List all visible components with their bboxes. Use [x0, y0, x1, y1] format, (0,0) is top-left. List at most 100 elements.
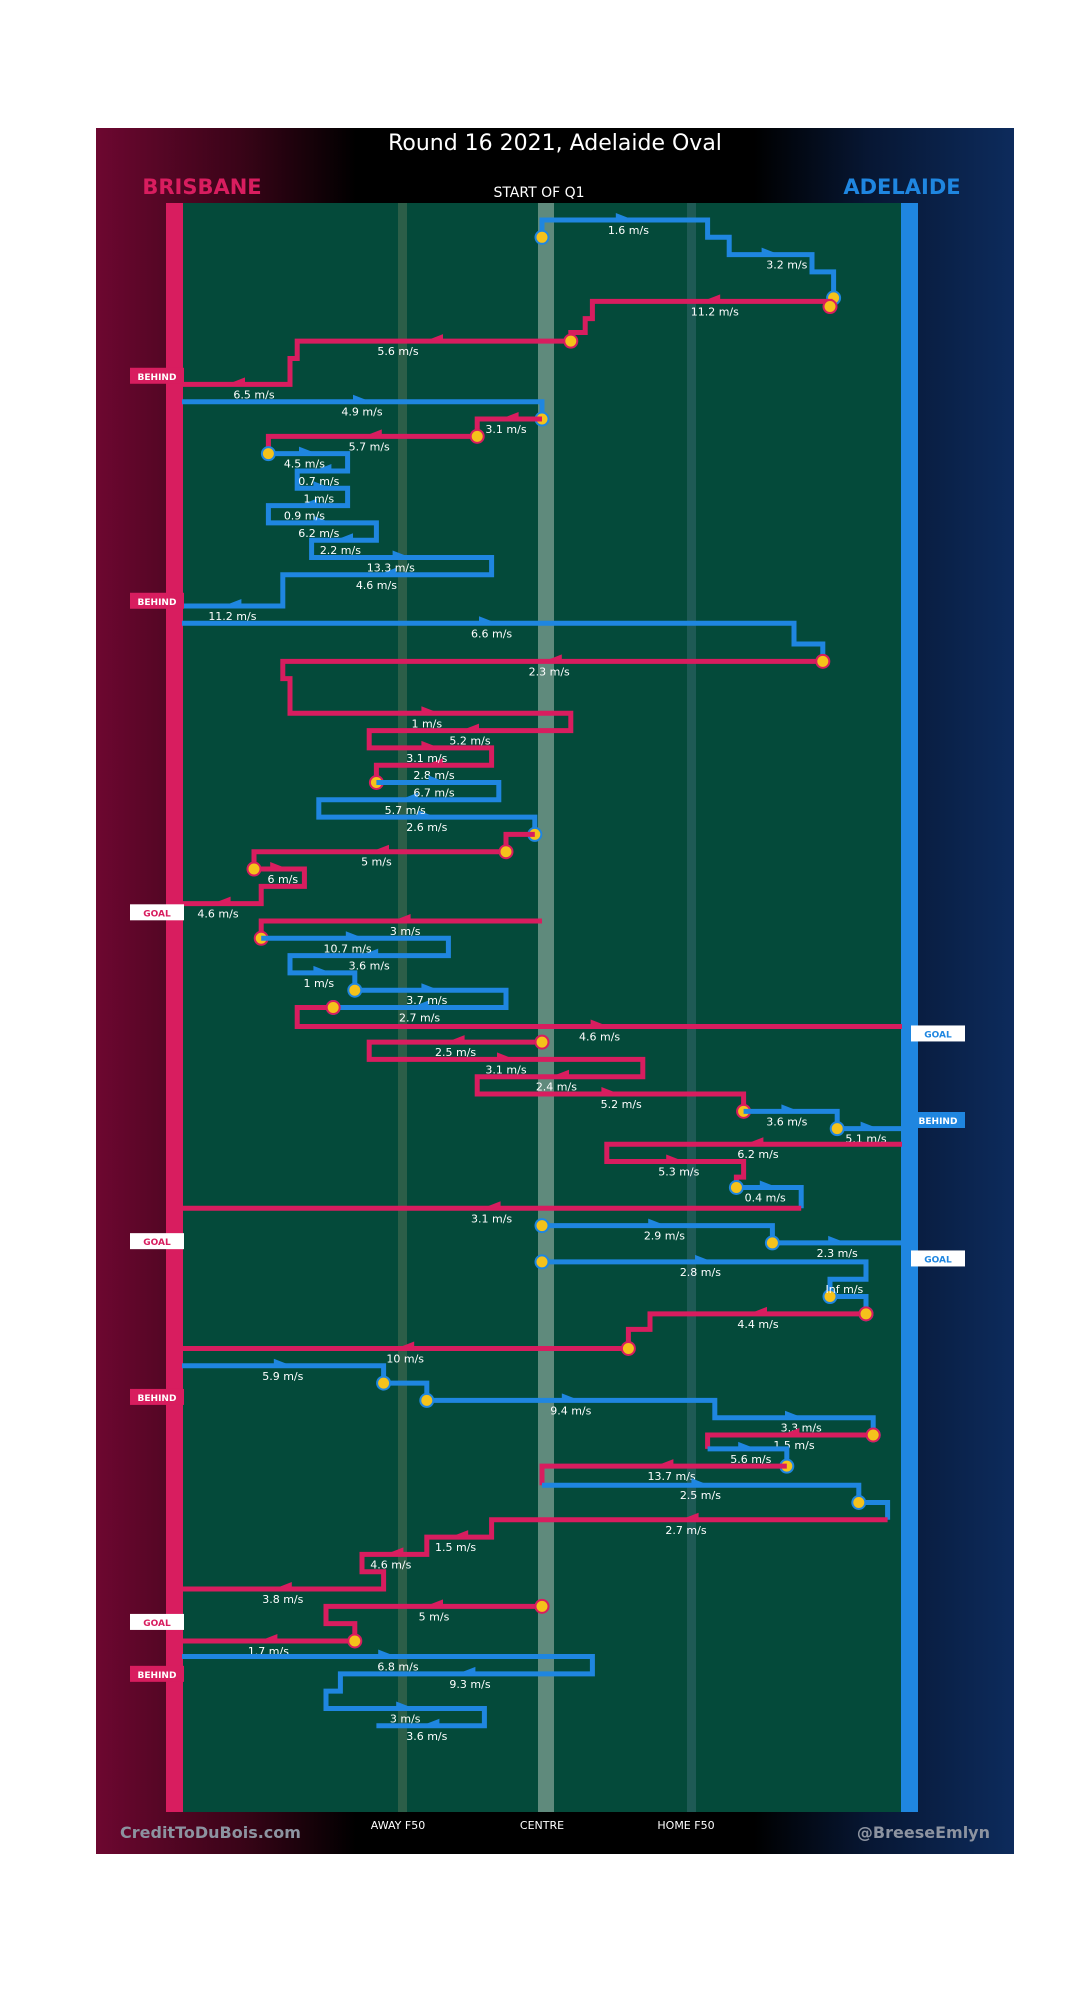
possession-marker: [534, 1218, 550, 1234]
chain-path: [736, 1185, 804, 1209]
chain-brisbane: 2.3 m/s 1 m/s 5.2 m/s3.1 m/s 2.8 m/s: [280, 653, 831, 790]
badge-label: BEHIND: [138, 373, 177, 383]
direction-arrow: [601, 1087, 620, 1095]
direction-arrow: [828, 1235, 847, 1243]
possession-marker: [260, 446, 276, 462]
chain-adelaide: 4.5 m/s 0.7 m/s 1 m/s 0.9 m/s 6.2 m/s 2.2 m/s…: [182, 446, 495, 623]
x-tick-label: AWAY F50: [371, 1819, 425, 1832]
badge-label: BEHIND: [138, 1671, 177, 1681]
direction-arrow: [680, 1512, 699, 1520]
x-axis: AWAY F50 CENTRE HOME F50: [371, 1819, 715, 1832]
direction-arrow: [500, 412, 519, 420]
direction-arrow: [385, 1547, 404, 1555]
direction-arrow: [551, 1069, 569, 1077]
speed-label: 0.9 m/s: [284, 510, 325, 523]
badge-bg: [130, 1613, 184, 1630]
direction-arrow: [313, 481, 332, 489]
possession-marker: [822, 299, 838, 315]
direction-arrow: [353, 394, 371, 402]
speed-label: 2.5 m/s: [680, 1489, 721, 1502]
speed-label: 4.6 m/s: [197, 908, 238, 921]
chain-path: [182, 1603, 542, 1644]
direction-arrow: [479, 616, 497, 624]
chain-brisbane: 3.1 m/s 5.7 m/s: [265, 412, 542, 454]
outcome-goal-badge: GOAL: [130, 1233, 184, 1250]
possession-marker: [728, 1180, 744, 1195]
direction-arrow: [457, 1666, 476, 1674]
direction-arrow: [461, 723, 479, 731]
chain-path: [182, 451, 495, 609]
speed-label: 0.4 m/s: [745, 1192, 786, 1205]
possession-marker: [815, 653, 831, 669]
speed-label: 0.7 m/s: [298, 475, 339, 488]
chart-title: Round 16 2021, Adelaide Oval: [388, 131, 722, 156]
chain-path: [182, 298, 833, 387]
possession-marker: [858, 1306, 874, 1322]
possession-marker: [865, 1427, 881, 1443]
chain-brisbane: 5 m/s 6 m/s 4.6 m/s: [182, 831, 535, 921]
chain-path: [316, 780, 538, 835]
outcome-goal-badge: GOAL: [130, 904, 184, 921]
badge-label: BEHIND: [919, 1117, 958, 1127]
home-f50-line: [687, 203, 696, 1812]
direction-arrow: [396, 1341, 415, 1349]
speed-label: 5 m/s: [361, 856, 392, 869]
speed-label: 2.5 m/s: [435, 1046, 476, 1059]
speed-label: 2.6 m/s: [406, 821, 447, 834]
badge-bg: [911, 1025, 965, 1042]
speed-label: 4.6 m/s: [579, 1031, 620, 1044]
direction-arrow: [781, 1104, 800, 1112]
speed-label: 4.9 m/s: [341, 406, 382, 419]
speed-label: 11.2 m/s: [208, 610, 256, 623]
direction-arrow: [299, 446, 317, 454]
speed-label: 4.6 m/s: [356, 579, 397, 592]
chain-adelaide: 6.6 m/s: [182, 616, 826, 662]
adelaide-goal-bar: [901, 203, 918, 1812]
direction-arrow: [702, 294, 721, 302]
possession-marker: [419, 1392, 435, 1408]
chain-path: [280, 658, 823, 783]
speed-label: 6.2 m/s: [298, 527, 339, 540]
chain-adelaide: 6.7 m/s 5.7 m/s 2.6 m/s: [316, 775, 543, 842]
adelaide-team-label: ADELAIDE: [843, 175, 960, 199]
badge-bg: [911, 1250, 965, 1267]
outcome-behind-badge: BEHIND: [130, 592, 184, 609]
possession-marker: [534, 229, 550, 245]
possession-marker: [376, 1375, 392, 1391]
direction-arrow: [371, 844, 389, 852]
possession-marker: [498, 844, 514, 860]
badge-label: GOAL: [924, 1030, 952, 1040]
chain-brisbane: 2.7 m/s 1.5 m/s 4.6 m/s 3.8 m/s: [182, 1512, 888, 1606]
direction-arrow: [561, 1393, 580, 1401]
direction-arrow: [749, 1306, 767, 1314]
badge-label: GOAL: [143, 909, 171, 919]
badge-bg: [130, 592, 184, 609]
direction-arrow: [227, 377, 245, 385]
speed-label: 4.6 m/s: [370, 1558, 411, 1571]
speed-label: 3.7 m/s: [406, 994, 447, 1007]
speed-label: 13.3 m/s: [367, 562, 415, 575]
speed-label: 5.6 m/s: [730, 1453, 771, 1466]
direction-arrow: [543, 654, 562, 662]
speed-label: 4.5 m/s: [284, 458, 325, 471]
speed-label: 6.2 m/s: [737, 1148, 778, 1161]
badge-label: GOAL: [924, 1255, 952, 1265]
speed-label: 5.2 m/s: [449, 735, 490, 748]
speed-label: 5.7 m/s: [385, 804, 426, 817]
speed-label: 3.1 m/s: [485, 1063, 526, 1076]
speed-label: 1.5 m/s: [435, 1541, 476, 1554]
chain-brisbane: 11.2 m/s 5.6 m/s 6.5 m/s: [182, 294, 838, 401]
outcome-behind-badge: BEHIND: [130, 1665, 184, 1682]
possession-marker: [325, 1000, 341, 1015]
chain-brisbane: 3.1 m/s: [182, 1201, 802, 1225]
outcome-goal-badge: GOAL: [911, 1250, 965, 1267]
chain-path: [705, 1432, 874, 1449]
badge-label: BEHIND: [138, 1394, 177, 1404]
direction-arrow: [482, 1201, 501, 1209]
direction-arrow: [345, 931, 364, 939]
possession-marker: [246, 861, 262, 877]
chain-adelaide: 4.9 m/s: [182, 394, 550, 427]
possession-marker: [534, 1254, 550, 1270]
brisbane-goal-bar: [166, 203, 183, 1812]
chain-adelaide: 0.4 m/s: [728, 1180, 804, 1209]
